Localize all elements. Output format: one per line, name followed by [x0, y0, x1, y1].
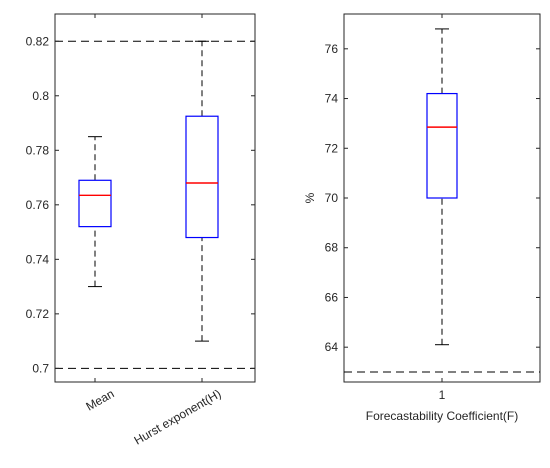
x-tick-label: Hurst exponent(H)	[132, 386, 224, 447]
left-boxplot-panel: 0.7 0.72 0.74 0.76 0.78 0.8 0.82 Mean Hurst exp…	[26, 13, 256, 448]
y-tick-label: 66	[325, 290, 339, 304]
left-axes-frame	[54, 13, 256, 383]
y-tick-label: 0.8	[32, 89, 49, 103]
y-tick-label: 76	[325, 42, 339, 56]
x-tick-label: Mean	[83, 386, 116, 413]
y-tick-label: 68	[325, 241, 339, 255]
x-tick-label: 1	[439, 388, 446, 402]
y-tick-label: 0.78	[26, 143, 50, 157]
iqr-box	[78, 179, 112, 228]
iqr-box	[185, 115, 219, 239]
y-tick-label: 70	[325, 191, 339, 205]
y-tick-label: 0.72	[26, 307, 50, 321]
right-boxplot-panel: 64 66 68 70 72 74 76 1 Forecastability Coeffic…	[303, 13, 541, 423]
x-axis-label: Forecastability Coefficient(F)	[366, 409, 519, 423]
y-tick-label: 0.7	[32, 361, 49, 375]
iqr-box	[426, 92, 458, 199]
y-axis-label: %	[303, 192, 317, 203]
y-tick-label: 72	[325, 141, 339, 155]
y-tick-label: 0.76	[26, 198, 50, 212]
y-tick-label: 74	[325, 92, 339, 106]
y-tick-label: 0.82	[26, 34, 50, 48]
y-tick-label: 64	[325, 340, 339, 354]
y-tick-label: 0.74	[26, 252, 50, 266]
